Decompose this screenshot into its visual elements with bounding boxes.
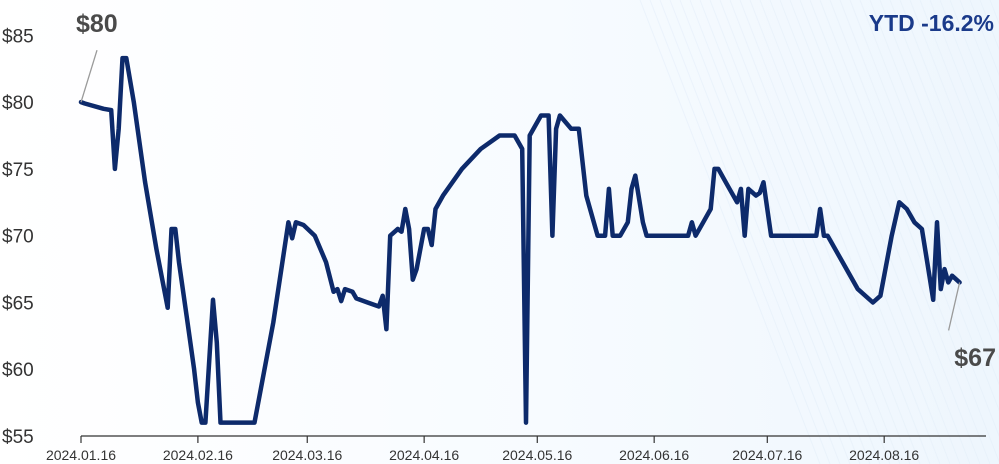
background-hatch-line	[919, 0, 999, 206]
background-hatch-line	[829, 0, 999, 438]
background-hatch-line	[909, 0, 999, 231]
background-hatch-line	[739, 0, 921, 464]
background-hatch-line	[969, 0, 999, 77]
background-hatching	[639, 0, 999, 464]
x-tick-label: 2024.04.16	[389, 447, 459, 463]
background-hatch-line	[949, 0, 999, 128]
background-hatch-line	[799, 0, 981, 464]
y-tick-label: $80	[2, 93, 34, 114]
end-leader-line	[947, 282, 961, 331]
background-hatch-line	[849, 0, 999, 386]
background-hatch-line	[759, 0, 941, 464]
background-hatch-line	[649, 0, 831, 464]
background-hatch-line	[809, 0, 991, 464]
background-hatch-line	[929, 0, 999, 180]
x-tick-label: 2024.07.16	[732, 447, 802, 463]
start-price-label: $80	[76, 10, 118, 38]
background-hatch-line	[839, 0, 999, 412]
background-hatch-line	[749, 0, 931, 464]
x-tick-label: 2024.05.16	[502, 447, 572, 463]
x-axis-ticks: 2024.01.16 2024.02.16 2024.03.16 2024.04.16…	[46, 436, 919, 463]
background-hatch-line	[869, 0, 999, 334]
end-price-label: $67	[954, 344, 996, 372]
background-hatch-line	[989, 0, 999, 25]
x-tick-label: 2024.01.16	[46, 447, 116, 463]
background-hatch-line	[709, 0, 891, 464]
background-hatch-line	[889, 0, 999, 283]
series-group	[78, 55, 962, 425]
y-tick-label: $60	[2, 360, 34, 381]
annotations: $80 $67 YTD -16.2%	[76, 10, 996, 372]
background-hatch-line	[879, 0, 999, 309]
x-tick-label: 2024.03.16	[272, 447, 342, 463]
background-hatch-line	[819, 0, 999, 463]
background-hatch-line	[639, 0, 821, 464]
background-hatch-line	[719, 0, 901, 464]
x-tick-label: 2024.06.16	[619, 447, 689, 463]
y-tick-label: $55	[2, 427, 34, 448]
background-hatch-line	[699, 0, 881, 464]
background-hatch-line	[859, 0, 999, 360]
x-tick-label: 2024.08.16	[849, 447, 919, 463]
background-hatch-line	[899, 0, 999, 257]
y-tick-label: $70	[2, 227, 34, 248]
price-line	[78, 55, 962, 425]
background-hatch-line	[939, 0, 999, 154]
start-leader-line	[80, 49, 98, 103]
background-hatch-line	[789, 0, 971, 464]
y-tick-label: $85	[2, 26, 34, 47]
y-tick-label: $75	[2, 160, 34, 181]
background-hatch-line	[959, 0, 999, 102]
x-tick-label: 2024.02.16	[163, 447, 233, 463]
background-hatch-line	[669, 0, 851, 464]
background-hatch-line	[729, 0, 911, 464]
background-hatch-line	[769, 0, 951, 464]
y-tick-label: $65	[2, 293, 34, 314]
ytd-change-label: YTD -16.2%	[869, 10, 994, 36]
background-hatch-line	[659, 0, 841, 464]
background-hatch-line	[689, 0, 871, 464]
y-axis-ticks: $55 $60 $65 $70 $75 $80 $85	[2, 26, 34, 448]
background-hatch-line	[779, 0, 961, 464]
